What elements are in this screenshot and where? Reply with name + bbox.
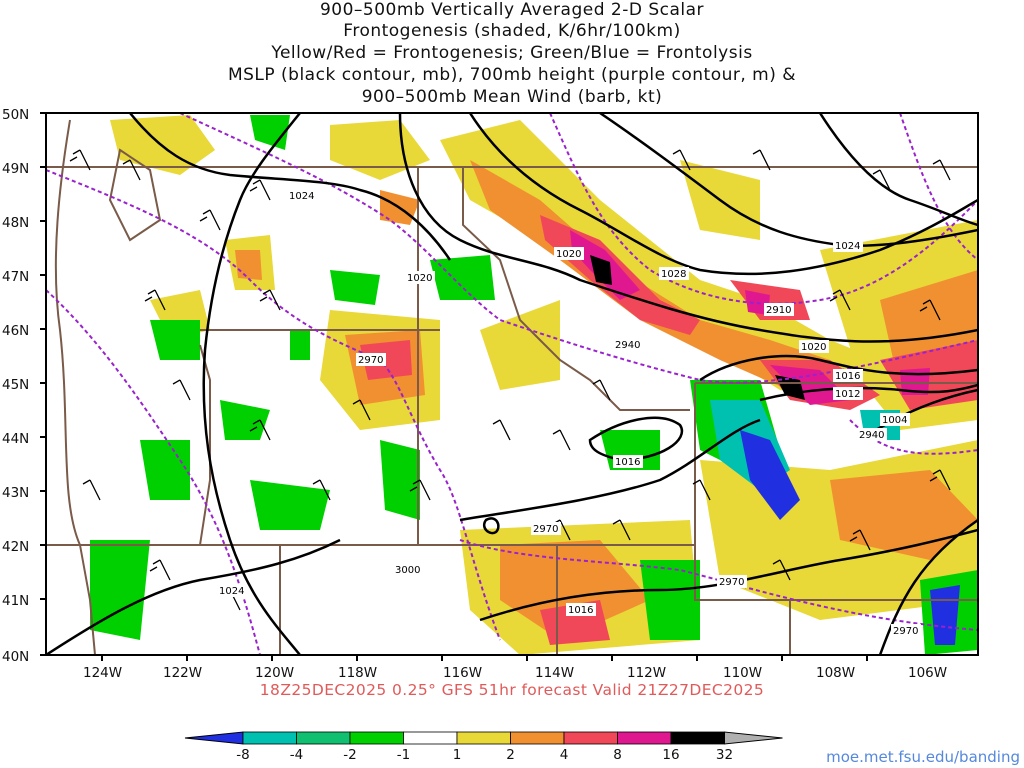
mslp-label: 1004 <box>882 415 907 426</box>
mslp-label: 1024 <box>835 241 860 252</box>
colorbar-segment <box>456 731 511 745</box>
height-label: 2970 <box>893 626 918 637</box>
lon-label: 120W <box>255 665 294 681</box>
title-line-1: 900–500mb Vertically Averaged 2-D Scalar <box>319 0 705 20</box>
lat-label: 44N <box>2 431 29 447</box>
lon-label: 108W <box>816 665 855 681</box>
lat-label: 49N <box>2 161 29 177</box>
lon-label: 122W <box>163 665 202 681</box>
colorbar-segment <box>349 731 404 745</box>
lon-label: 124W <box>83 665 122 681</box>
longitude-axis <box>101 655 868 661</box>
height-label: 2970 <box>533 524 558 535</box>
credit-text: moe.met.fsu.edu/banding <box>826 748 1020 766</box>
run-valid-subtitle: 18Z25DEC2025 0.25° GFS 51hr forecast Val… <box>259 681 765 699</box>
lon-label: 116W <box>443 665 482 681</box>
colorbar-tick-label: 8 <box>613 747 622 763</box>
colorbar-tick-label: 2 <box>506 747 515 763</box>
height-label: 2940 <box>615 340 640 351</box>
lon-label: 106W <box>908 665 947 681</box>
colorbar-tick-label: 1 <box>453 747 462 763</box>
mslp-label: 1016 <box>615 457 640 468</box>
colorbar-tick-label: 16 <box>662 747 679 763</box>
lon-label: 118W <box>338 665 377 681</box>
colorbar-tick-label: 32 <box>716 747 733 763</box>
height-label: 2940 <box>859 430 884 441</box>
colorbar-segment <box>242 731 297 745</box>
lon-label: 110W <box>723 665 762 681</box>
title-line-2: Frontogenesis (shaded, K/6hr/100km) <box>343 21 681 41</box>
colorbar-min-arrow <box>184 731 244 745</box>
mslp-contours <box>46 113 978 655</box>
mslp-label: 1016 <box>568 605 593 616</box>
lat-label: 42N <box>2 539 29 555</box>
mslp-label: 1016 <box>835 371 860 382</box>
lat-label: 41N <box>2 593 29 609</box>
colorbar-segment <box>617 731 672 745</box>
mslp-label: 1020 <box>801 342 826 353</box>
colorbar-segment <box>563 731 618 745</box>
lat-label: 40N <box>2 649 29 665</box>
colorbar-tick-label: -1 <box>397 747 410 763</box>
mslp-label: 1024 <box>289 191 314 202</box>
lat-label: 48N <box>2 215 29 231</box>
mslp-label: 1012 <box>835 389 860 400</box>
lon-label: 112W <box>627 665 666 681</box>
colorbar-segment <box>510 731 565 745</box>
wind-barbs <box>69 149 951 611</box>
title-line-4: MSLP (black contour, mb), 700mb height (… <box>227 65 797 85</box>
title-line-3: Yellow/Red = Frontogenesis; Green/Blue =… <box>271 43 753 63</box>
height-label: 2970 <box>358 355 383 366</box>
title-line-5: 900–500mb Mean Wind (barb, kt) <box>361 87 663 107</box>
lat-label: 46N <box>2 323 29 339</box>
mslp-label: 1024 <box>219 586 244 597</box>
colorbar-tick-label: -4 <box>290 747 303 763</box>
latitude-labels: 50N 49N 48N 47N 46N 45N 44N 43N 42N 41N … <box>2 107 29 665</box>
colorbar-segment <box>403 731 458 745</box>
lat-label: 45N <box>2 377 29 393</box>
colorbar-max-arrow <box>724 731 783 745</box>
colorbar-tick-label: -2 <box>343 747 356 763</box>
mslp-label: 1028 <box>661 269 686 280</box>
lon-label: 114W <box>535 665 574 681</box>
mslp-label: 1020 <box>556 249 581 260</box>
colorbar: -8 -4 -2 -1 1 2 4 8 16 32 <box>184 731 783 763</box>
lat-label: 43N <box>2 485 29 501</box>
colorbar-segment <box>296 731 351 745</box>
lat-label: 47N <box>2 269 29 285</box>
height-label: 2970 <box>719 577 744 588</box>
colorbar-segment <box>670 731 725 745</box>
mslp-labels: 1024 1020 1020 1028 1024 1020 1016 1012 … <box>217 189 910 616</box>
colorbar-tick-label: -8 <box>236 747 249 763</box>
latitude-axis <box>40 112 46 656</box>
colorbar-tick-label: 4 <box>560 747 569 763</box>
lat-label: 50N <box>2 107 29 123</box>
height-labels: 2970 2940 2910 2940 2970 3000 2970 2970 <box>356 303 921 637</box>
longitude-labels: 124W 122W 120W 118W 116W 114W 112W 110W … <box>83 665 947 681</box>
height-label: 2910 <box>766 305 791 316</box>
height-label: 3000 <box>395 565 420 576</box>
mslp-label: 1020 <box>407 273 432 284</box>
